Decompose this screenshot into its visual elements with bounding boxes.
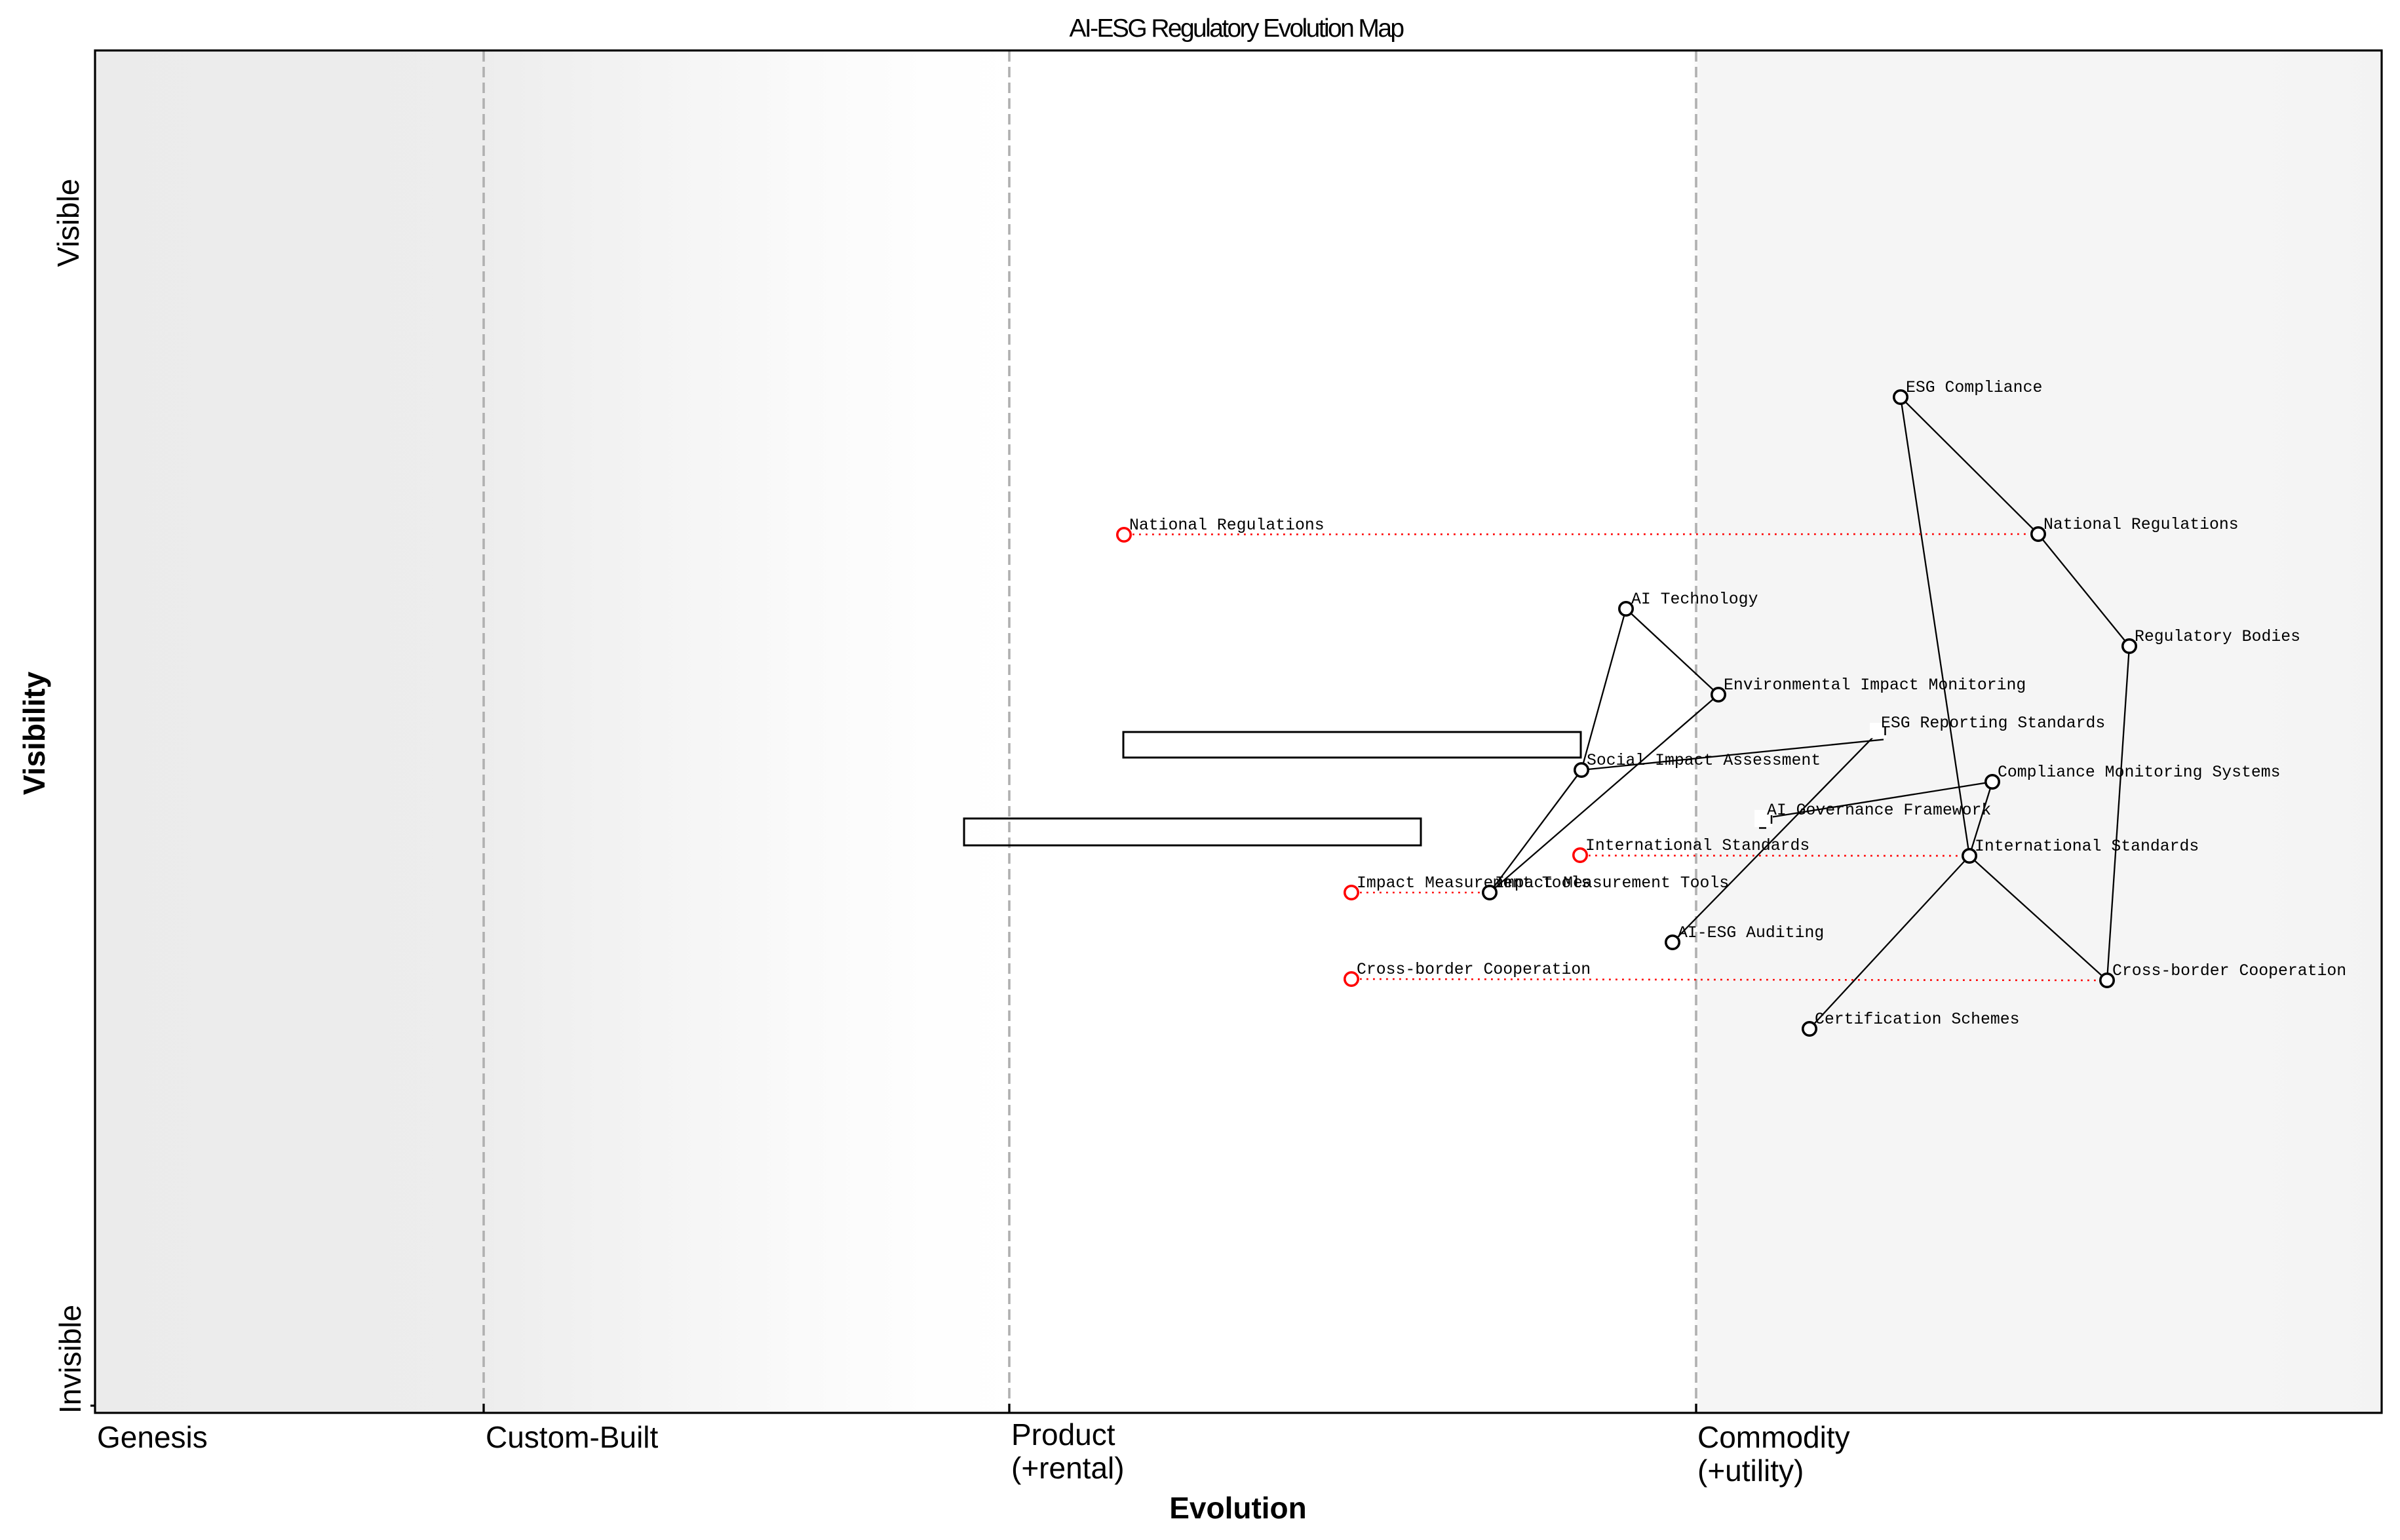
svg-text:ESG Reporting Standards: ESG Reporting Standards — [1881, 714, 2105, 733]
svg-text:Regulatory Bodies: Regulatory Bodies — [2135, 628, 2300, 646]
svg-text:Cross-border Cooperation: Cross-border Cooperation — [1357, 961, 1591, 979]
svg-text:Compliance Monitoring Systems: Compliance Monitoring Systems — [1998, 763, 2281, 782]
svg-text:AI Technology: AI Technology — [1631, 590, 1758, 609]
svg-text:International Standards: International Standards — [1975, 837, 2199, 856]
svg-text:(+utility): (+utility) — [1697, 1453, 1804, 1488]
svg-text:Impact Measurement Tools: Impact Measurement Tools — [1495, 874, 1729, 893]
svg-text:Social Impact Assessment: Social Impact Assessment — [1587, 752, 1821, 770]
svg-text:Certification Schemes: Certification Schemes — [1815, 1011, 2020, 1029]
svg-text:National Regulations: National Regulations — [1129, 516, 1325, 535]
svg-text:Custom-Built: Custom-Built — [486, 1420, 659, 1454]
svg-text:Evolution: Evolution — [1169, 1491, 1307, 1525]
svg-text:Invisible: Invisible — [53, 1305, 87, 1414]
svg-text:ESG Compliance: ESG Compliance — [1906, 379, 2042, 397]
svg-text:Visible: Visible — [51, 179, 85, 267]
svg-text:Environmental Impact Monitorin: Environmental Impact Monitoring — [1724, 676, 2026, 695]
svg-text:Impact Measurement Tools: Impact Measurement Tools — [1357, 874, 1591, 893]
svg-text:Genesis: Genesis — [97, 1420, 208, 1454]
svg-text:AI Governance Framework: AI Governance Framework — [1767, 801, 1991, 820]
svg-text:Commodity: Commodity — [1697, 1420, 1850, 1454]
svg-text:AI-ESG Auditing: AI-ESG Auditing — [1678, 924, 1824, 942]
svg-text:International Standards: International Standards — [1585, 837, 1810, 855]
svg-text:Cross-border Cooperation: Cross-border Cooperation — [2112, 962, 2346, 980]
svg-text:National Regulations: National Regulations — [2043, 516, 2239, 534]
svg-text:Visibility: Visibility — [17, 671, 51, 795]
svg-text:Product: Product — [1011, 1417, 1115, 1452]
svg-text:(+rental): (+rental) — [1011, 1451, 1125, 1485]
svg-text:AI-ESG Regulatory Evolution Ma: AI-ESG Regulatory Evolution Map — [1069, 14, 1404, 43]
